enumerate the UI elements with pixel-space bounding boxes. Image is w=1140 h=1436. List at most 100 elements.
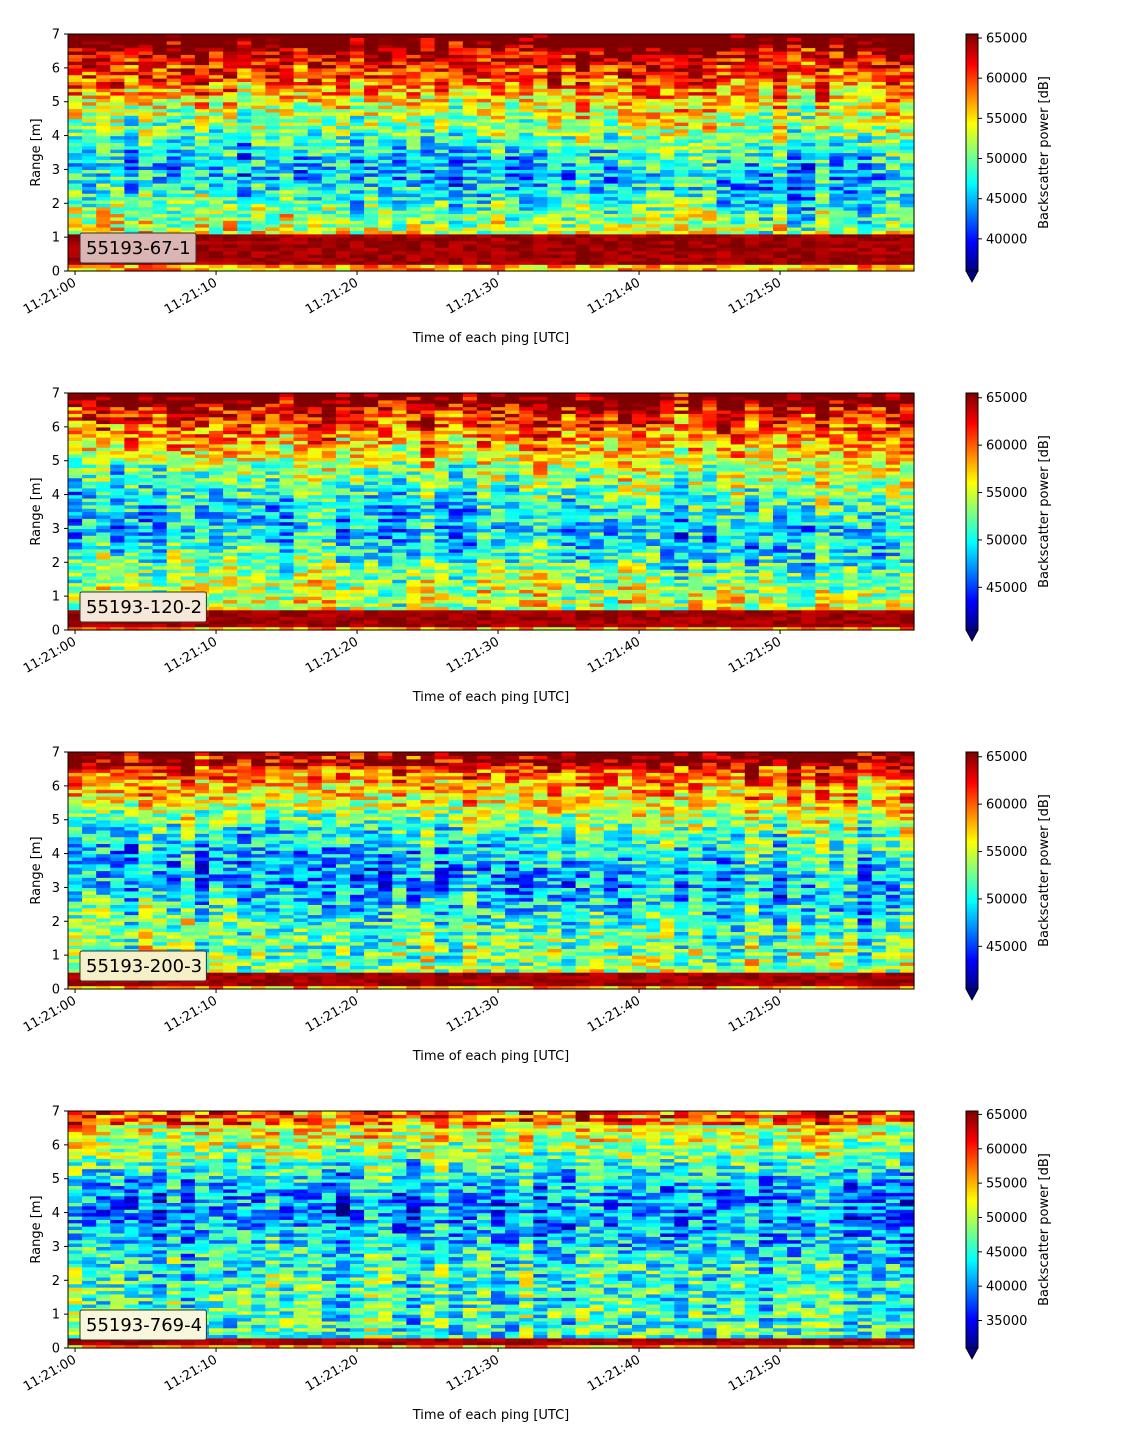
y-tick-label: 3 [52,522,60,537]
y-tick-label: 5 [52,95,60,110]
x-axis-label: Time of each ping [UTC] [412,331,570,346]
x-tick-label: 11:21:50 [726,275,784,317]
y-tick-label: 0 [52,265,60,280]
axes-frame [67,392,915,631]
colorbar-tick-label: 65000 [986,750,1027,765]
y-axis-label: Range [m] [29,836,44,904]
x-tick-label: 11:21:20 [303,634,361,676]
y-tick-label: 4 [52,1206,60,1221]
heatmap-panel-2: 0 1 2 3 4 5 6 7 11:21:00 11:21:10 11:21:20 11:21:30… [21,387,1052,706]
y-tick-label: 7 [52,746,60,761]
y-tick-label: 5 [52,1172,60,1187]
colorbar-label: Backscatter power [dB] [1037,1153,1052,1306]
colorbar-frame [965,392,979,631]
heatmap-cells [68,1111,915,1349]
x-tick-label: 11:21:30 [444,634,502,676]
colorbar-label: Backscatter power [dB] [1037,435,1052,588]
y-tick-label: 3 [52,1240,60,1255]
y-tick-label: 6 [52,779,60,794]
y-axis-label: Range [m] [29,1195,44,1263]
colorbar-tick-label: 50000 [986,533,1027,548]
x-tick-label: 11:21:20 [303,275,361,317]
colorbar-tick-label: 40000 [986,1280,1027,1295]
colorbar-tick-label: 45000 [986,940,1027,955]
y-tick-label: 0 [52,983,60,998]
axes-frame [67,1110,915,1349]
y-tick-label: 3 [52,881,60,896]
sample-label: 55193-769-4 [86,1315,202,1336]
colorbar: 45000 50000 55000 60000 65000 Backscatter pow… [965,391,1052,642]
y-axis-label: Range [m] [29,118,44,186]
colorbar-tick-label: 50000 [986,1211,1027,1226]
heatmap-panel-3: 0 1 2 3 4 5 6 7 11:21:00 11:21:10 11:21:20 11:21:30… [21,746,1052,1065]
y-tick-label: 6 [52,420,60,435]
x-tick-label: 11:21:10 [162,1352,220,1394]
x-tick-label: 11:21:40 [585,275,643,317]
colorbar-tick-label: 60000 [986,72,1027,87]
axes-frame [67,751,915,990]
sample-label: 55193-67-1 [86,238,191,259]
colorbar-tick-label: 50000 [986,152,1027,167]
y-tick-label: 3 [52,163,60,178]
colorbar-extend-arrow [965,270,979,283]
y-tick-label: 2 [52,556,60,571]
colorbar-label: Backscatter power [dB] [1037,794,1052,947]
y-tick-label: 7 [52,387,60,402]
y-tick-label: 6 [52,61,60,76]
x-tick-label: 11:21:30 [444,1352,502,1394]
x-axis-label: Time of each ping [UTC] [412,1049,570,1064]
colorbar-tick-label: 40000 [986,232,1027,247]
x-tick-label: 11:21:10 [162,275,220,317]
y-tick-label: 4 [52,488,60,503]
y-tick-label: 4 [52,129,60,144]
colorbar-tick-label: 45000 [986,581,1027,596]
colorbar: 40000 45000 50000 55000 60000 65000 Backscatte… [965,32,1052,283]
y-tick-label: 7 [52,28,60,43]
axes-frame [67,33,915,272]
colorbar: 35000 40000 45000 50000 55000 60000 65000 Backs… [965,1108,1052,1360]
y-tick-label: 1 [52,231,60,246]
y-axis-label: Range [m] [29,477,44,545]
colorbar-tick-label: 60000 [986,798,1027,813]
y-tick-label: 0 [52,1342,60,1357]
x-tick-label: 11:21:10 [162,634,220,676]
x-tick-label: 11:21:00 [21,275,79,317]
x-tick-label: 11:21:40 [585,1352,643,1394]
x-tick-label: 11:21:40 [585,634,643,676]
colorbar-frame [965,1110,979,1349]
colorbar-label: Backscatter power [dB] [1037,76,1052,229]
sample-label: 55193-120-2 [86,597,202,618]
x-tick-label: 11:21:30 [444,275,502,317]
y-tick-label: 6 [52,1138,60,1153]
colorbar-frame [965,33,979,272]
colorbar-extend-arrow [965,629,979,642]
y-tick-label: 0 [52,624,60,639]
x-tick-label: 11:21:50 [726,993,784,1035]
y-tick-label: 1 [52,1308,60,1323]
y-tick-label: 2 [52,197,60,212]
colorbar-frame [965,751,979,990]
x-tick-label: 11:21:30 [444,993,502,1035]
colorbar-tick-label: 50000 [986,892,1027,907]
x-tick-label: 11:21:20 [303,993,361,1035]
colorbar-tick-label: 55000 [986,1177,1027,1192]
colorbar: 45000 50000 55000 60000 65000 Backscatter pow… [965,750,1052,1001]
colorbar-extend-arrow [965,1347,979,1360]
x-tick-label: 11:21:10 [162,993,220,1035]
heatmap-panel-1: 0 1 2 3 4 5 6 7 11:21:00 11:21:10 11:21:20 11:21:30… [21,28,1052,347]
y-tick-label: 1 [52,590,60,605]
colorbar-tick-label: 60000 [986,1142,1027,1157]
x-tick-label: 11:21:50 [726,1352,784,1394]
heatmap-cells [68,34,915,272]
colorbar-tick-label: 55000 [986,486,1027,501]
y-tick-label: 1 [52,949,60,964]
sample-label-box [79,950,207,982]
colorbar-tick-label: 55000 [986,845,1027,860]
x-tick-label: 11:21:00 [21,634,79,676]
sample-label-box [79,591,207,623]
colorbar-tick-label: 45000 [986,192,1027,207]
y-tick-label: 5 [52,813,60,828]
y-tick-label: 7 [52,1105,60,1120]
x-axis-label: Time of each ping [UTC] [412,690,570,705]
colorbar-tick-label: 65000 [986,1108,1027,1123]
